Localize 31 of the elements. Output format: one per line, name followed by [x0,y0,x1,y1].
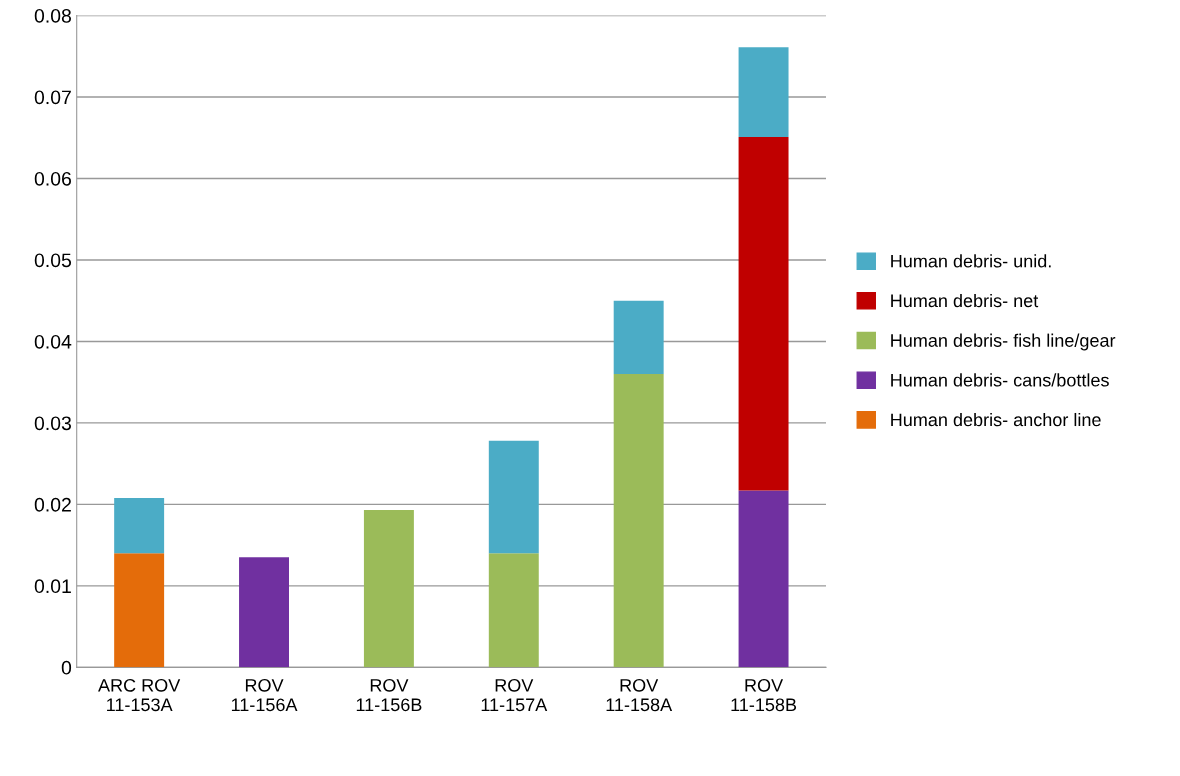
bar [363,510,414,668]
x-tick-label: ROV 11-158B [731,678,797,712]
y-tick-label: 0.02 [34,497,71,512]
y-tick-label: 0.07 [34,90,71,105]
x-tick-label: ROV 11-158A [606,678,673,712]
bar [488,440,539,554]
bar [613,300,664,375]
y-tick-label: 0 [61,660,72,675]
x-tick-label: ROV 11-157A [481,678,548,712]
legend-label: Human debris- unid. [891,254,1051,268]
bar [114,553,165,668]
bar [738,47,789,137]
bar [488,553,539,668]
bar [738,136,789,491]
bar [738,490,789,668]
x-tick-label: ROV 11-156B [356,678,422,712]
y-tick-label: 0.06 [34,171,71,186]
legend-label: Human debris- fish line/gear [891,333,1116,351]
legend-label: Human debris- cans/bottles [891,373,1109,387]
legend-label: Human debris- anchor line [891,412,1101,427]
legend-label: Human debris- net [891,293,1039,308]
bar [613,374,664,668]
y-tick-label: 0.01 [34,579,71,594]
x-tick-label: ROV 11-156A [231,678,298,712]
bar [239,557,289,668]
y-tick-label: 0.08 [34,8,71,23]
y-tick-label: 0.04 [34,334,72,349]
y-tick-label: 0.03 [34,416,71,431]
y-tick-label: 0.05 [34,253,72,268]
bar [114,497,165,554]
x-tick-label: ARC ROV 11-153A [98,678,181,712]
